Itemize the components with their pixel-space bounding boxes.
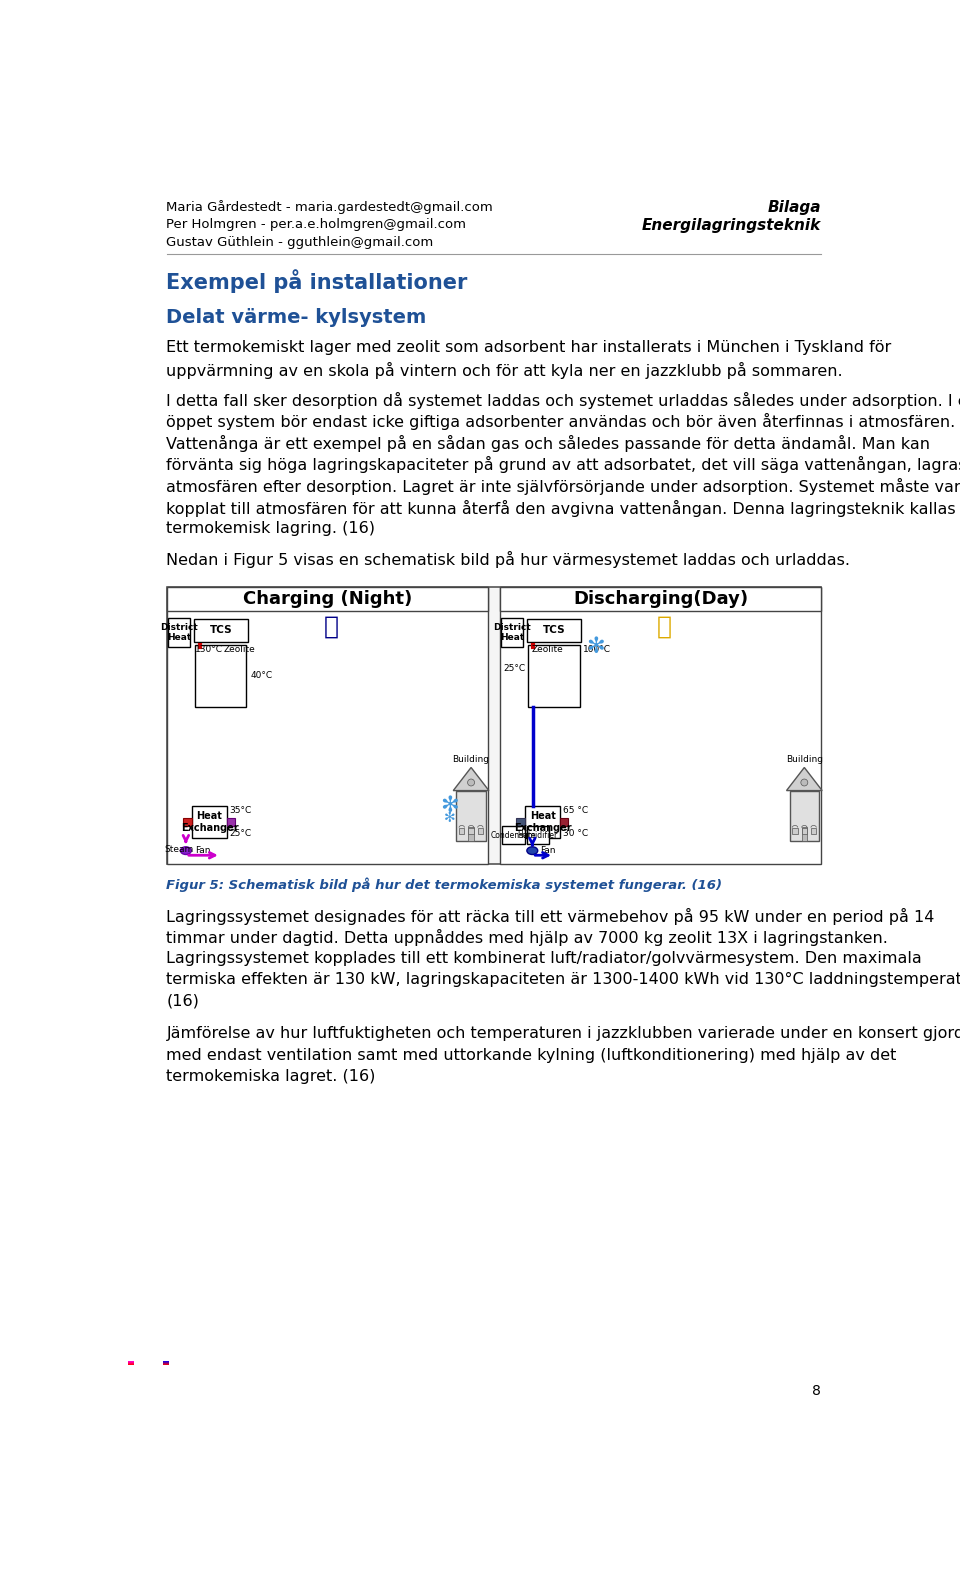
- Text: 40°C: 40°C: [251, 672, 273, 681]
- Text: uppvärmning av en skola på vintern och för att kyla ner en jazzklubb på sommaren: uppvärmning av en skola på vintern och f…: [166, 361, 843, 379]
- Bar: [166, 586, 822, 863]
- Bar: [195, 645, 247, 706]
- Text: termokemiska lagret. (16): termokemiska lagret. (16): [166, 1069, 376, 1083]
- Bar: [525, 806, 561, 838]
- Bar: [561, 819, 568, 825]
- Text: atmosfären efter desorption. Lagret är inte självförsörjande under adsorption. S: atmosfären efter desorption. Lagret är i…: [166, 478, 960, 494]
- Bar: [527, 825, 548, 844]
- Text: Ett termokemiskt lager med zeolit som adsorbent har installerats i München i Tys: Ett termokemiskt lager med zeolit som ad…: [166, 341, 892, 355]
- Text: timmar under dagtid. Detta uppnåddes med hjälp av 7000 kg zeolit 13X i lagringst: timmar under dagtid. Detta uppnåddes med…: [166, 930, 888, 946]
- Text: termiska effekten är 130 kW, lagringskapaciteten är 1300-1400 kWh vid 130°C ladd: termiska effekten är 130 kW, lagringskap…: [166, 973, 960, 987]
- Bar: [502, 825, 525, 844]
- Text: öppet system bör endast icke giftiga adsorbenter användas och bör även återfinna: öppet system bör endast icke giftiga ads…: [166, 413, 956, 431]
- Text: Energilagringsteknik: Energilagringsteknik: [642, 217, 822, 233]
- Text: Lagringssystemet kopplades till ett kombinerat luft/radiator/golvvärmesystem. De: Lagringssystemet kopplades till ett komb…: [166, 950, 923, 966]
- Text: 130°C: 130°C: [195, 645, 223, 654]
- Bar: [802, 827, 807, 835]
- Bar: [500, 586, 822, 863]
- Text: förvänta sig höga lagringskapaciteter på grund av att adsorbatet, det vill säga : förvänta sig höga lagringskapaciteter på…: [166, 456, 960, 474]
- Bar: [227, 819, 234, 825]
- Bar: [792, 827, 798, 835]
- Bar: [168, 618, 190, 648]
- Bar: [527, 619, 581, 642]
- Polygon shape: [453, 768, 489, 790]
- Bar: [516, 819, 525, 825]
- Text: med endast ventilation samt med uttorkande kylning (luftkonditionering) med hjäl: med endast ventilation samt med uttorkan…: [166, 1047, 897, 1063]
- Text: 100°C: 100°C: [583, 645, 611, 654]
- Bar: [811, 827, 816, 835]
- Circle shape: [801, 779, 807, 786]
- Text: Heat
Exchanger: Heat Exchanger: [514, 811, 571, 833]
- Bar: [456, 790, 486, 841]
- Text: Nedan i Figur 5 visas en schematisk bild på hur värmesystemet laddas och urladda: Nedan i Figur 5 visas en schematisk bild…: [166, 551, 851, 569]
- Bar: [166, 586, 488, 611]
- Text: Per Holmgren - per.a.e.holmgren@gmail.com: Per Holmgren - per.a.e.holmgren@gmail.co…: [166, 217, 467, 231]
- Text: Fan: Fan: [195, 846, 210, 855]
- Circle shape: [468, 779, 474, 786]
- Text: Steam: Steam: [164, 844, 194, 854]
- Text: Zeolite: Zeolite: [224, 645, 255, 654]
- Bar: [501, 618, 523, 648]
- Text: kopplat till atmosfären för att kunna återfå den avgivna vattenångan. Denna lagr: kopplat till atmosfären för att kunna åt…: [166, 499, 960, 516]
- Text: Exempel på installationer: Exempel på installationer: [166, 269, 468, 293]
- Bar: [468, 827, 473, 841]
- Text: 25°C: 25°C: [503, 664, 525, 673]
- Text: TCS: TCS: [542, 626, 565, 635]
- Text: ✻: ✻: [444, 811, 455, 825]
- Text: TCS: TCS: [209, 626, 232, 635]
- Text: Humidifier: Humidifier: [517, 830, 558, 840]
- Bar: [182, 819, 192, 825]
- Text: Fan: Fan: [540, 846, 556, 855]
- Text: Delat värme- kylsystem: Delat värme- kylsystem: [166, 307, 427, 326]
- Text: ✻: ✻: [586, 637, 605, 657]
- Bar: [459, 827, 465, 835]
- Text: 65 °C: 65 °C: [563, 806, 588, 816]
- Text: Maria Gårdestedt - maria.gardestedt@gmail.com: Maria Gårdestedt - maria.gardestedt@gmai…: [166, 200, 493, 214]
- Bar: [166, 586, 488, 863]
- Text: 8: 8: [812, 1384, 822, 1399]
- Text: (16): (16): [166, 993, 200, 1009]
- Text: 30 °C: 30 °C: [563, 828, 588, 838]
- Text: 🌙: 🌙: [324, 615, 339, 638]
- Text: I detta fall sker desorption då systemet laddas och systemet urladdas således un: I detta fall sker desorption då systemet…: [166, 391, 960, 409]
- Bar: [802, 827, 807, 841]
- Text: ⛅: ⛅: [657, 615, 672, 638]
- Text: District
Heat: District Heat: [493, 623, 531, 643]
- Text: Lagringssystemet designades för att räcka till ett värmebehov på 95 kW under en : Lagringssystemet designades för att räck…: [166, 908, 935, 925]
- Text: 35°C: 35°C: [229, 806, 252, 816]
- Text: Bilaga: Bilaga: [768, 200, 822, 215]
- Ellipse shape: [527, 847, 538, 854]
- Text: termokemisk lagring. (16): termokemisk lagring. (16): [166, 521, 375, 535]
- Bar: [194, 619, 248, 642]
- Text: Discharging(Day): Discharging(Day): [573, 589, 748, 608]
- Text: Condensate: Condensate: [491, 830, 537, 840]
- Bar: [478, 827, 483, 835]
- Text: Gustav Güthlein - gguthlein@gmail.com: Gustav Güthlein - gguthlein@gmail.com: [166, 236, 434, 249]
- Bar: [192, 806, 227, 838]
- Text: Charging (Night): Charging (Night): [243, 589, 412, 608]
- Ellipse shape: [180, 847, 191, 854]
- Text: Figur 5: Schematisk bild på hur det termokemiska systemet fungerar. (16): Figur 5: Schematisk bild på hur det term…: [166, 878, 723, 892]
- Text: District
Heat: District Heat: [160, 623, 198, 643]
- Bar: [789, 790, 819, 841]
- Bar: [468, 827, 474, 835]
- Text: ✻: ✻: [440, 797, 459, 816]
- Polygon shape: [786, 768, 822, 790]
- Text: Heat
Exchanger: Heat Exchanger: [180, 811, 238, 833]
- Text: 25°C: 25°C: [229, 828, 252, 838]
- Text: Building: Building: [452, 756, 490, 765]
- Bar: [500, 586, 822, 611]
- Text: Vattenånga är ett exempel på en sådan gas och således passande för detta ändamål: Vattenånga är ett exempel på en sådan ga…: [166, 436, 930, 451]
- Bar: [528, 645, 580, 706]
- Text: Zeolite: Zeolite: [532, 645, 564, 654]
- Text: Building: Building: [786, 756, 823, 765]
- Text: Jämförelse av hur luftfuktigheten och temperaturen i jazzklubben varierade under: Jämförelse av hur luftfuktigheten och te…: [166, 1026, 960, 1041]
